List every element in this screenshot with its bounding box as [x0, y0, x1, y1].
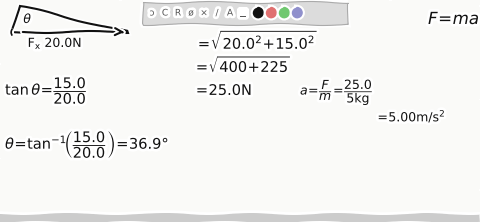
Text: F$_{\mathregular{x}}$ 20.0N: F$_{\mathregular{x}}$ 20.0N — [28, 36, 83, 51]
Text: ×: × — [200, 8, 208, 18]
Bar — [0, 214, 480, 222]
Text: $\theta$: $\theta$ — [24, 12, 33, 26]
Circle shape — [265, 8, 276, 18]
Text: $=\!\sqrt{20.0^{\mathregular{2}}\!+\!15.0^{\mathregular{2}}}$: $=\!\sqrt{20.0^{\mathregular{2}}\!+\!15.… — [195, 28, 319, 52]
Text: ↄ: ↄ — [149, 8, 155, 18]
Text: $\frac{1_2}{2}$: $\frac{1_2}{2}$ — [175, 5, 185, 24]
Text: $\theta\!=\!\tan^{\mathregular{-1}}\!\!\left(\dfrac{15.0}{20.0}\right)\!=\!36.9°: $\theta\!=\!\tan^{\mathregular{-1}}\!\!\… — [5, 128, 169, 161]
Text: $=\!25.0\mathrm{N}$: $=\!25.0\mathrm{N}$ — [193, 82, 252, 98]
Circle shape — [291, 8, 302, 18]
Text: $=\!5.00\mathrm{m/s}^2$: $=\!5.00\mathrm{m/s}^2$ — [375, 108, 446, 126]
Text: $F\!=\!ma$: $F\!=\!ma$ — [428, 10, 480, 28]
Circle shape — [278, 8, 289, 18]
Text: /: / — [216, 8, 218, 18]
Text: $\tan\theta\!=\!\dfrac{15.0}{20.0}$: $\tan\theta\!=\!\dfrac{15.0}{20.0}$ — [5, 74, 88, 107]
Text: R: R — [175, 8, 181, 18]
Text: C: C — [162, 8, 168, 18]
Text: □: □ — [239, 8, 247, 18]
Text: ø: ø — [188, 8, 194, 18]
Text: $=\!\sqrt{400\!+\!225}$: $=\!\sqrt{400\!+\!225}$ — [193, 54, 292, 75]
Circle shape — [252, 8, 264, 18]
Text: $a\!=\!\dfrac{F}{m}\!=\!\dfrac{25.0}{5\mathrm{kg}}$: $a\!=\!\dfrac{F}{m}\!=\!\dfrac{25.0}{5\m… — [300, 78, 374, 108]
Text: A: A — [227, 8, 233, 18]
Bar — [143, 2, 348, 24]
